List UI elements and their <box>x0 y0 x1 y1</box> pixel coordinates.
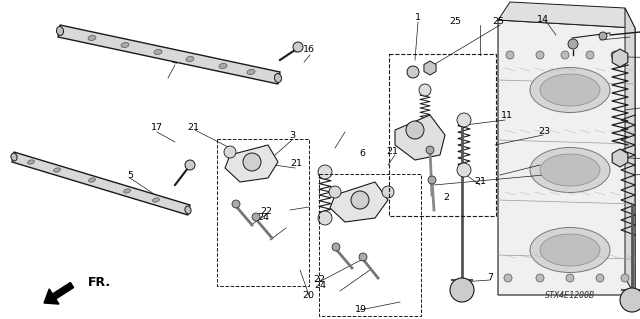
Circle shape <box>232 200 240 208</box>
Ellipse shape <box>54 168 60 172</box>
Text: 16: 16 <box>303 46 315 55</box>
Polygon shape <box>498 2 635 28</box>
Ellipse shape <box>247 70 255 75</box>
Text: 21: 21 <box>290 159 302 167</box>
Circle shape <box>450 278 474 302</box>
Text: 25: 25 <box>449 17 461 26</box>
Circle shape <box>332 243 340 251</box>
Text: 19: 19 <box>355 306 367 315</box>
Ellipse shape <box>124 189 131 193</box>
Circle shape <box>318 165 332 179</box>
Circle shape <box>620 288 640 312</box>
Ellipse shape <box>56 26 63 35</box>
Text: 7: 7 <box>487 273 493 283</box>
Ellipse shape <box>275 73 282 83</box>
Polygon shape <box>225 145 278 182</box>
Text: 23: 23 <box>538 127 550 136</box>
Ellipse shape <box>28 160 35 164</box>
Circle shape <box>243 153 261 171</box>
Text: FR.: FR. <box>88 276 111 288</box>
Circle shape <box>611 51 619 59</box>
Text: 1: 1 <box>415 13 421 23</box>
Ellipse shape <box>540 74 600 106</box>
Text: 24: 24 <box>257 212 269 221</box>
Polygon shape <box>395 115 445 160</box>
Ellipse shape <box>88 178 95 182</box>
Circle shape <box>252 213 260 221</box>
Circle shape <box>504 274 512 282</box>
Circle shape <box>406 121 424 139</box>
Circle shape <box>506 51 514 59</box>
Circle shape <box>224 146 236 158</box>
Text: 2: 2 <box>443 194 449 203</box>
Text: 22: 22 <box>260 207 272 217</box>
Circle shape <box>407 66 419 78</box>
Text: 3: 3 <box>289 130 295 139</box>
Circle shape <box>426 146 434 154</box>
Circle shape <box>457 163 471 177</box>
Ellipse shape <box>185 206 191 214</box>
Ellipse shape <box>154 49 162 55</box>
Polygon shape <box>58 25 280 84</box>
Text: 21: 21 <box>386 147 398 157</box>
Polygon shape <box>498 20 635 295</box>
Text: 23: 23 <box>539 167 551 176</box>
Circle shape <box>566 274 574 282</box>
Circle shape <box>621 274 629 282</box>
Text: STX4E1200B: STX4E1200B <box>545 291 595 300</box>
Ellipse shape <box>540 154 600 186</box>
Circle shape <box>568 39 578 49</box>
Ellipse shape <box>540 234 600 266</box>
Text: 4: 4 <box>172 57 178 66</box>
Text: 22: 22 <box>313 276 325 285</box>
Text: 24: 24 <box>314 280 326 290</box>
Text: 17: 17 <box>151 123 163 132</box>
Text: 6: 6 <box>359 150 365 159</box>
Polygon shape <box>12 152 190 215</box>
Circle shape <box>382 186 394 198</box>
Circle shape <box>419 84 431 96</box>
Ellipse shape <box>219 63 227 69</box>
Text: 11: 11 <box>501 112 513 121</box>
Circle shape <box>599 32 607 40</box>
FancyArrow shape <box>44 283 74 304</box>
Ellipse shape <box>152 198 159 202</box>
Circle shape <box>359 253 367 261</box>
Circle shape <box>351 191 369 209</box>
Circle shape <box>329 186 341 198</box>
Polygon shape <box>330 182 388 222</box>
Circle shape <box>536 51 544 59</box>
Circle shape <box>561 51 569 59</box>
Ellipse shape <box>11 153 17 161</box>
Circle shape <box>536 274 544 282</box>
Circle shape <box>457 113 471 127</box>
Polygon shape <box>625 8 635 295</box>
Ellipse shape <box>121 42 129 48</box>
Text: 21: 21 <box>187 123 199 132</box>
Circle shape <box>596 274 604 282</box>
Text: 25: 25 <box>492 17 504 26</box>
Circle shape <box>318 211 332 225</box>
Text: 5: 5 <box>127 170 133 180</box>
Ellipse shape <box>88 35 96 41</box>
Text: 20: 20 <box>302 292 314 300</box>
Ellipse shape <box>530 68 610 113</box>
Text: 21: 21 <box>474 176 486 186</box>
Circle shape <box>428 176 436 184</box>
Ellipse shape <box>186 56 194 62</box>
Ellipse shape <box>530 227 610 272</box>
Circle shape <box>293 42 303 52</box>
Ellipse shape <box>530 147 610 192</box>
Text: 14: 14 <box>537 16 549 25</box>
Circle shape <box>586 51 594 59</box>
Circle shape <box>185 160 195 170</box>
